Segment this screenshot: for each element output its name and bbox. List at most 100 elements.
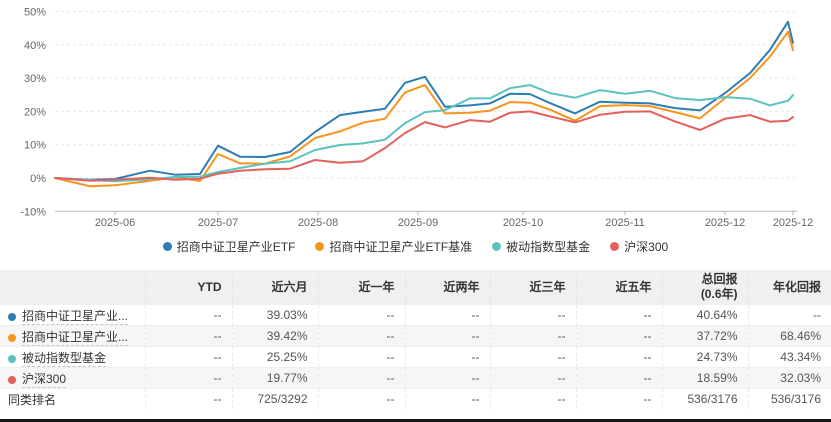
series-dot-icon [8, 354, 16, 363]
column-header: 近六月 [232, 270, 319, 305]
table-cell: -- [490, 325, 577, 347]
x-axis-label: 2025-10 [503, 217, 543, 229]
table-cell: 37.72% [662, 325, 749, 347]
row-name-cell: 被动指数型基金 [0, 346, 146, 368]
y-axis-label: 0% [30, 173, 46, 185]
table-cell: 39.03% [232, 304, 319, 326]
table-cell: 39.42% [232, 325, 319, 347]
table-cell: 536/3176 [662, 388, 749, 409]
column-header: 近三年 [490, 270, 577, 305]
table-cell: -- [490, 388, 577, 409]
table-cell: -- [405, 388, 491, 409]
table-cell: -- [576, 304, 663, 326]
column-header: 年化回报 [748, 270, 831, 305]
table-cell: 68.46% [748, 325, 831, 347]
y-axis-label: 10% [24, 140, 46, 152]
legend-dot-icon [610, 241, 620, 251]
column-header: 近两年 [405, 270, 491, 305]
column-header: 总回报 (0.6年) [662, 270, 749, 305]
fund-name-link[interactable]: 招商中证卫星产业... [22, 329, 129, 346]
table-cell: -- [405, 346, 491, 368]
legend-label: 被动指数型基金 [506, 239, 591, 254]
x-axis-label: 2025-08 [298, 217, 338, 229]
table-cell: -- [405, 304, 491, 326]
name-column-header [0, 270, 146, 305]
column-header: 近一年 [318, 270, 406, 305]
fund-name-link[interactable]: 被动指数型基金 [22, 350, 107, 367]
table-body: 招商中证卫星产业... -- 39.03% -- -- -- -- 40.64% -- 招商中证卫… [0, 304, 831, 409]
legend-dot-icon [315, 241, 325, 251]
table-cell: 40.64% [662, 304, 749, 326]
fund-performance-panel: 50% 40% 30% 20% 10% 0% -10% 2025-06 2025-07 2025-… [0, 7, 831, 422]
table-cell: -- [318, 304, 406, 326]
chart-legend: 招商中证卫星产业ETF 招商中证卫星产业ETF基准 被动指数型基金 沪深300 [0, 238, 831, 254]
x-axis-label: 2025-07 [198, 217, 238, 229]
table-cell: -- [145, 388, 233, 409]
table-row: 招商中证卫星产业... -- 39.03% -- -- -- -- 40.64% -- [0, 304, 831, 326]
row-name-cell: 同类排名 [0, 388, 146, 409]
table-cell: -- [405, 367, 491, 389]
table-cell: -- [490, 304, 577, 326]
legend-dot-icon [492, 241, 502, 251]
x-axis-label: 2025-12 [773, 217, 813, 229]
window-bottom-edge [0, 419, 831, 422]
table-cell: -- [576, 367, 663, 389]
table-cell: 18.59% [662, 367, 749, 389]
legend-item-3[interactable]: 沪深300 [610, 238, 668, 255]
legend-label: 招商中证卫星产业ETF基准 [329, 239, 473, 254]
y-axis-label: 40% [24, 40, 46, 52]
table-cell: -- [145, 325, 233, 347]
table-cell: 725/3292 [232, 388, 319, 409]
table-cell: -- [748, 304, 831, 326]
legend-item-1[interactable]: 招商中证卫星产业ETF基准 [315, 238, 472, 255]
y-axis-label: 30% [24, 73, 46, 85]
y-axis-label: 20% [24, 106, 46, 118]
row-label: 同类排名 [8, 392, 57, 407]
table-cell: -- [576, 325, 663, 347]
table-cell: -- [490, 346, 577, 368]
header-row: YTD 近六月 近一年 近两年 近三年 近五年 总回报 (0.6年) 年化回报 [0, 270, 831, 305]
table-cell: 24.73% [662, 346, 749, 368]
series-line-2 [54, 84, 794, 183]
row-name-cell: 沪深300 [0, 367, 146, 389]
series-dot-icon [8, 333, 16, 342]
table-cell: 19.77% [232, 367, 319, 389]
row-name-cell: 招商中证卫星产业... [0, 304, 146, 326]
series-line-0 [54, 20, 794, 181]
x-axis-label: 2025-06 [95, 217, 135, 229]
table-cell: -- [576, 346, 663, 368]
x-axis-label: 2025-12 [705, 217, 745, 229]
table-cell: -- [490, 367, 577, 389]
table-cell: -- [576, 388, 663, 409]
fund-name-link[interactable]: 沪深300 [22, 371, 67, 388]
table-cell: -- [145, 367, 233, 389]
table-cell: 25.25% [232, 346, 319, 368]
table-row: 沪深300 -- 19.77% -- -- -- -- 18.59% 32.03% [0, 367, 831, 389]
legend-label: 招商中证卫星产业ETF [176, 239, 296, 254]
x-axis-label: 2025-11 [605, 217, 645, 229]
table-cell: -- [145, 304, 233, 326]
series-dot-icon [8, 312, 16, 321]
legend-item-2[interactable]: 被动指数型基金 [492, 238, 590, 255]
legend-item-0[interactable]: 招商中证卫星产业ETF [162, 238, 296, 255]
fund-name-link[interactable]: 招商中证卫星产业... [22, 308, 129, 325]
column-header: YTD [145, 270, 233, 305]
series-line-3 [54, 110, 794, 182]
series-dot-icon [8, 375, 16, 384]
table-cell: 536/3176 [748, 388, 831, 409]
y-axis-label: 50% [24, 7, 46, 19]
performance-table: YTD 近六月 近一年 近两年 近三年 近五年 总回报 (0.6年) 年化回报 招商中证卫星产业… [0, 270, 831, 409]
row-name-cell: 招商中证卫星产业... [0, 325, 146, 347]
table-cell: 43.34% [748, 346, 831, 368]
x-axis-label: 2025-09 [398, 217, 438, 229]
series-line-1 [54, 30, 794, 188]
legend-label: 沪深300 [624, 239, 669, 254]
table-cell: -- [318, 388, 406, 409]
legend-dot-icon [162, 241, 172, 251]
table-row: 被动指数型基金 -- 25.25% -- -- -- -- 24.73% 43.34% [0, 346, 831, 368]
table-row: 同类排名 -- 725/3292 -- -- -- -- 536/3176 536/3176 [0, 388, 831, 409]
table-cell: -- [318, 346, 406, 368]
table-header: YTD 近六月 近一年 近两年 近三年 近五年 总回报 (0.6年) 年化回报 [0, 270, 831, 305]
table-cell: -- [145, 346, 233, 368]
performance-chart: 50% 40% 30% 20% 10% 0% -10% 2025-06 2025-07 2025-… [20, 7, 813, 230]
